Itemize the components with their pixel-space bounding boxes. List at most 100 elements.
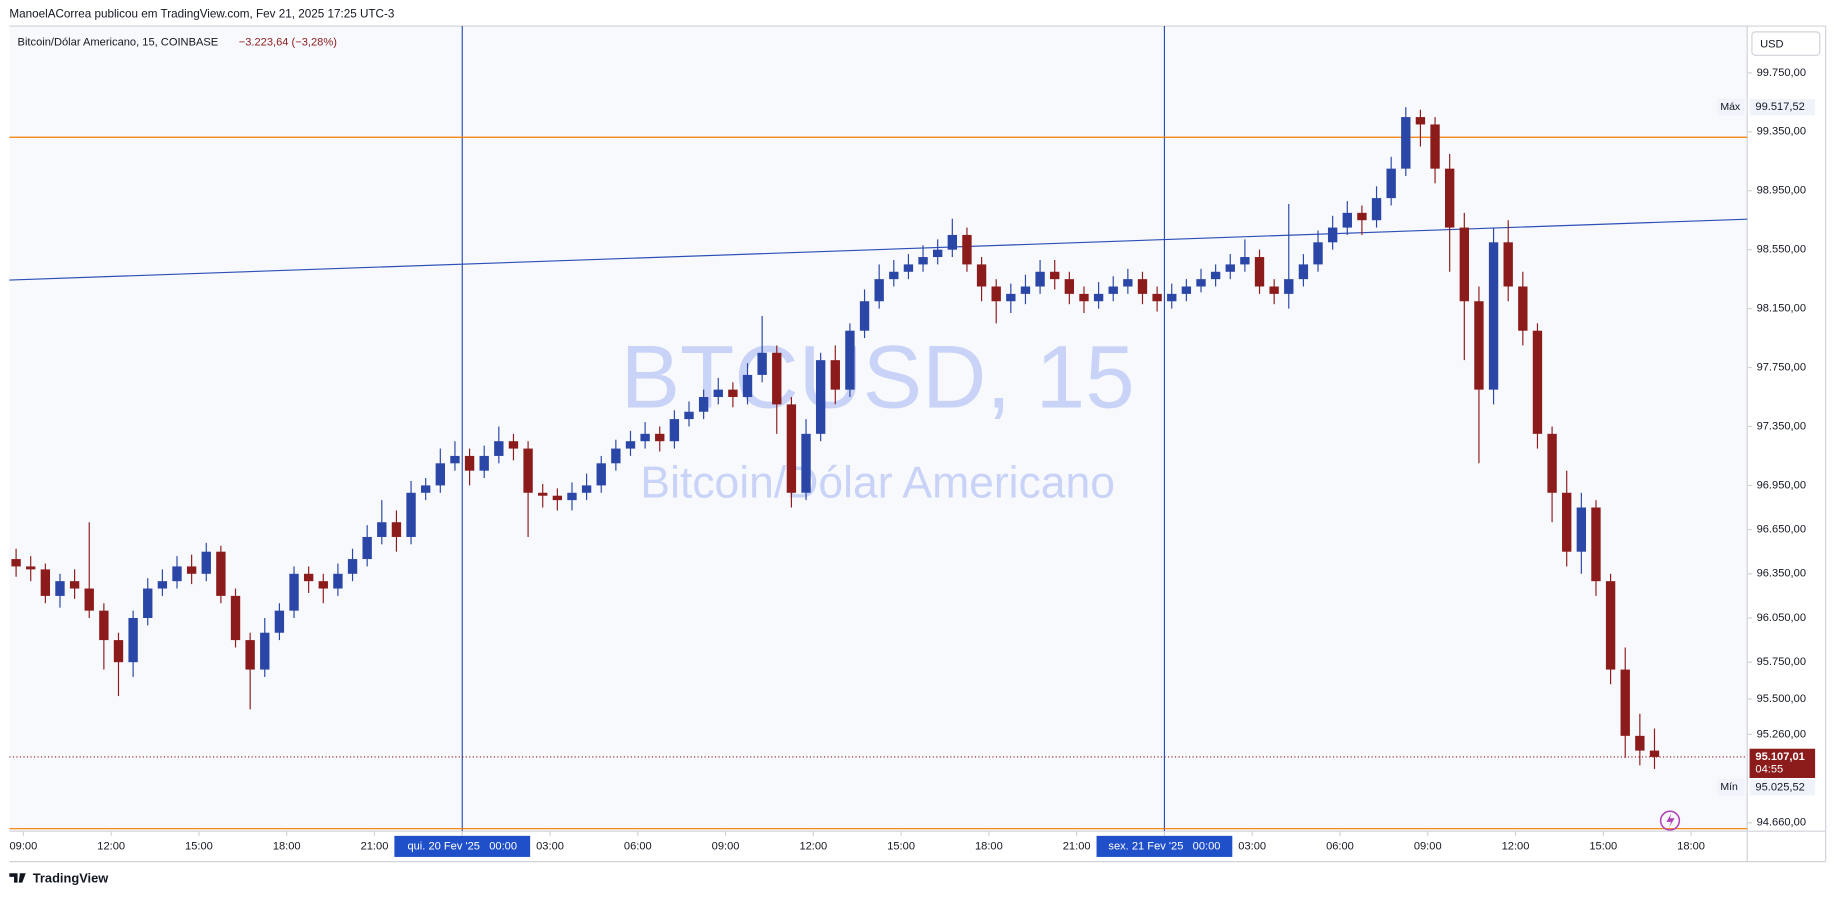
candle-body xyxy=(260,632,270,670)
candle-body xyxy=(186,566,197,574)
currency-box[interactable] xyxy=(1751,31,1821,56)
x-tick-label: 15:00 xyxy=(185,840,213,852)
last-price-box xyxy=(1749,748,1816,778)
candle-body xyxy=(581,485,592,493)
candle-body xyxy=(128,617,138,663)
candle-body xyxy=(479,455,489,471)
y-tick-label: 97.750,00 xyxy=(1757,361,1806,373)
candle-body xyxy=(976,264,987,287)
candle-body xyxy=(1020,286,1031,294)
y-tick-label: 95.500,00 xyxy=(1757,693,1806,705)
candle-body xyxy=(1342,212,1352,228)
y-tick-label: 98.550,00 xyxy=(1757,244,1806,256)
candle-body xyxy=(1254,257,1265,287)
candle-body xyxy=(889,271,899,280)
candle-body xyxy=(625,441,636,449)
x-tick-label: 09:00 xyxy=(9,840,37,852)
candle-body xyxy=(26,566,36,570)
change: −3.223,64 (−3,28%) xyxy=(239,36,338,48)
candle-body xyxy=(40,569,51,596)
candle-body xyxy=(596,463,606,486)
candle-body xyxy=(1459,227,1469,302)
candle-body xyxy=(435,463,445,486)
candle-body xyxy=(69,581,80,589)
watermark: BTCUSD, 15 Bitcoin/Dólar Americano xyxy=(621,327,1135,508)
candle-body xyxy=(1518,286,1528,331)
x-tick-highlight xyxy=(394,835,531,857)
candle-body xyxy=(786,404,797,493)
x-tick-label: qui. 20 Fev '25 00:00 xyxy=(407,840,517,852)
candle-body xyxy=(1386,168,1396,199)
candle-body xyxy=(1503,242,1513,287)
candle-body xyxy=(845,330,855,390)
x-tick-highlight xyxy=(1096,835,1233,857)
candle-body xyxy=(1196,279,1206,287)
x-tick-label: 06:00 xyxy=(1326,840,1354,852)
candle-body xyxy=(1137,279,1148,294)
candle-body xyxy=(1327,227,1338,243)
candle-body xyxy=(464,455,475,471)
candle-body xyxy=(1079,293,1089,302)
candle-body xyxy=(538,492,548,496)
candle-body xyxy=(172,566,182,582)
extreme-box xyxy=(1749,779,1816,796)
candle-body xyxy=(347,559,358,574)
candle-body xyxy=(947,234,957,250)
candle-body xyxy=(1035,271,1045,287)
candle-body xyxy=(859,301,870,331)
candle-body xyxy=(1415,117,1426,125)
candle-body xyxy=(1269,286,1279,294)
candle-body xyxy=(830,360,840,390)
candle-body xyxy=(362,536,372,560)
y-tick-label: 98.150,00 xyxy=(1757,303,1806,315)
extreme-tag: Máx xyxy=(1720,101,1741,113)
candle-body xyxy=(318,581,328,589)
candle-body xyxy=(391,522,402,537)
candle-body xyxy=(698,397,709,412)
candle-body xyxy=(274,610,285,633)
x-tick-label: 12:00 xyxy=(799,840,827,852)
candle-body xyxy=(1093,293,1104,302)
x-tick-label: 15:00 xyxy=(887,840,915,852)
candle-body xyxy=(655,433,665,442)
candle-body xyxy=(11,559,21,567)
candle-body xyxy=(201,551,211,574)
x-tick-label: 18:00 xyxy=(273,840,301,852)
candle-body xyxy=(669,419,680,442)
extreme-label: 99.517,52 xyxy=(1755,101,1804,113)
candle-body xyxy=(1357,212,1367,221)
candle-body xyxy=(1576,507,1587,552)
candle-body xyxy=(1050,271,1060,280)
candle-body xyxy=(84,588,94,611)
candle-body xyxy=(801,433,811,493)
candle-body xyxy=(1562,492,1572,552)
candle-body xyxy=(1240,257,1250,265)
candle-body xyxy=(611,448,621,464)
y-tick-label: 96.950,00 xyxy=(1757,479,1806,491)
brand: TradingView xyxy=(33,871,110,886)
candle-body xyxy=(1591,507,1601,582)
candle-body xyxy=(55,581,65,596)
symbol-title: Bitcoin/Dólar Americano, 15, COINBASE xyxy=(18,36,219,48)
plot-area xyxy=(9,26,1748,832)
x-tick-label: 09:00 xyxy=(1414,840,1442,852)
candle-body xyxy=(1445,168,1455,228)
candle-body xyxy=(1210,271,1221,280)
candle-body xyxy=(933,249,943,258)
candle-body xyxy=(1181,286,1192,294)
alert-icon[interactable] xyxy=(1659,810,1681,831)
candle-body xyxy=(1605,581,1616,670)
y-tick-label: 97.350,00 xyxy=(1757,420,1806,432)
candle-body xyxy=(523,448,533,493)
x-tick-label: 06:00 xyxy=(624,840,652,852)
y-tick-label: 94.660,00 xyxy=(1757,817,1806,829)
candle-body xyxy=(1167,293,1177,302)
candle-body xyxy=(1225,264,1235,272)
extreme-tag: Mín xyxy=(1720,781,1738,793)
x-tick-label: 09:00 xyxy=(712,840,740,852)
candle-body xyxy=(1430,124,1440,169)
extreme-tag-box xyxy=(1716,98,1745,116)
candle-body xyxy=(1123,279,1133,287)
